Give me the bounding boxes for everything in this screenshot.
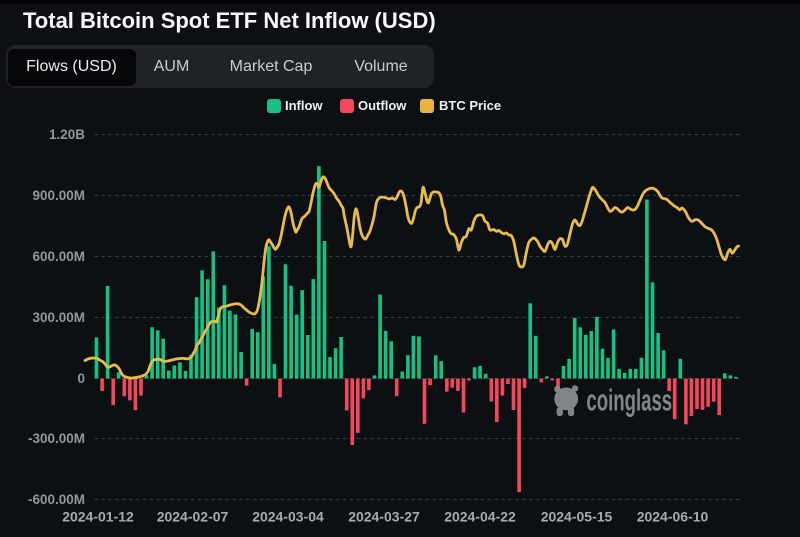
svg-text:600.00M: 600.00M [32,249,85,264]
svg-text:2024-03-04: 2024-03-04 [252,509,324,525]
svg-text:2024-02-07: 2024-02-07 [157,509,229,525]
svg-text:0: 0 [77,371,85,386]
svg-text:coinglass: coinglass [586,384,672,418]
svg-text:-300.00M: -300.00M [28,431,85,446]
svg-text:900.00M: 900.00M [32,188,85,203]
svg-text:2024-05-15: 2024-05-15 [541,509,613,525]
svg-text:2024-06-10: 2024-06-10 [637,509,709,525]
svg-text:-600.00M: -600.00M [28,492,85,507]
svg-text:2024-03-27: 2024-03-27 [348,509,420,525]
svg-text:300.00M: 300.00M [32,310,85,325]
svg-text:2024-01-12: 2024-01-12 [62,509,134,525]
svg-text:1.20B: 1.20B [49,127,85,142]
svg-text:2024-04-22: 2024-04-22 [444,509,516,525]
